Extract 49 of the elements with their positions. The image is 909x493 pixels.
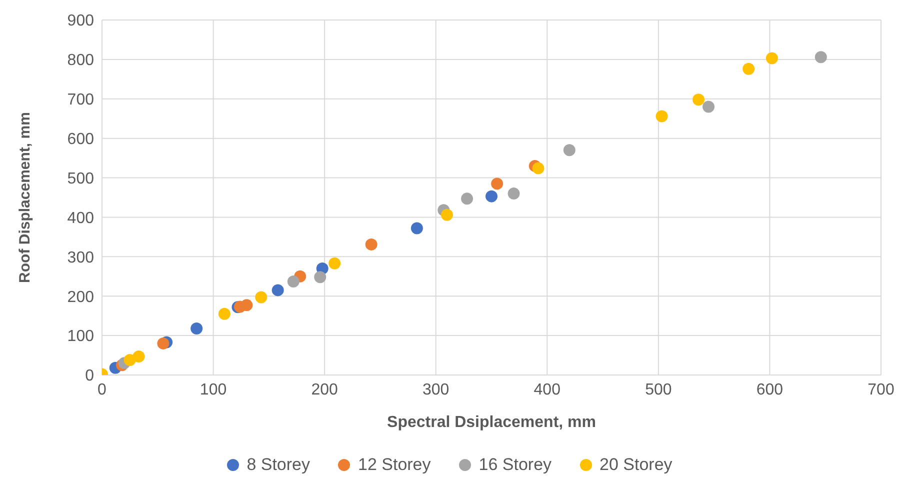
point — [814, 51, 827, 64]
point — [461, 192, 474, 205]
y-tick-label: 900 — [67, 12, 94, 30]
y-tick-label: 600 — [67, 131, 94, 148]
x-tick-label: 300 — [422, 381, 450, 398]
y-tick-label: 700 — [67, 92, 94, 109]
point — [508, 188, 520, 200]
x-tick-label: 700 — [868, 381, 894, 398]
point — [656, 110, 668, 122]
x-tick-label: 400 — [534, 381, 561, 398]
x-tick-label: 500 — [645, 381, 672, 398]
point — [314, 271, 326, 284]
point — [692, 94, 704, 106]
point — [218, 308, 230, 320]
point — [365, 238, 378, 250]
y-tick-label: 100 — [67, 328, 94, 346]
y-tick-label: 0 — [85, 368, 94, 385]
y-tick-label: 800 — [67, 52, 94, 70]
y-tick-label: 400 — [67, 210, 94, 227]
point — [491, 178, 504, 190]
y-tick-label: 200 — [67, 288, 94, 306]
point — [702, 100, 715, 113]
point — [532, 162, 544, 174]
y-axis-title: Roof Displacement, mm — [16, 112, 34, 283]
point — [410, 222, 423, 234]
point — [486, 190, 498, 202]
point — [255, 291, 268, 304]
x-tick-label: 100 — [200, 381, 227, 398]
x-tick-label: 200 — [311, 381, 338, 398]
point — [563, 144, 576, 156]
legend-label: 8 Storey — [246, 455, 310, 475]
point — [157, 337, 170, 350]
point — [272, 284, 284, 296]
legend-label: 16 Storey — [478, 455, 552, 475]
y-tick-label: 300 — [67, 249, 94, 266]
point — [328, 257, 341, 270]
x-axis-title: Spectral Dsiplacement, mm — [387, 414, 596, 431]
point — [287, 276, 300, 288]
point — [132, 350, 145, 362]
legend-label: 20 Storey — [600, 455, 672, 475]
y-tick-label: 500 — [67, 170, 94, 188]
point — [766, 52, 778, 64]
point — [742, 62, 755, 75]
point — [190, 322, 203, 334]
x-tick-label: 0 — [98, 381, 107, 398]
point — [440, 208, 453, 221]
legend-label: 12 Storey — [358, 455, 431, 475]
x-tick-label: 600 — [756, 381, 784, 398]
point — [240, 299, 253, 312]
